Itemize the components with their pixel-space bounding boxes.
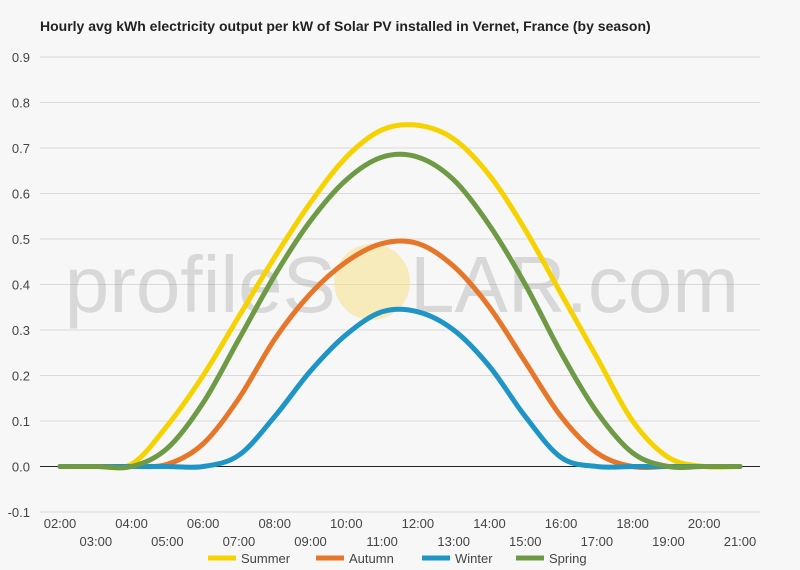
x-tick-label: 19:00 [652,534,685,549]
watermark-text-left: profileS [65,240,336,329]
x-tick-label: 12:00 [402,516,435,531]
legend-label-spring: Spring [549,551,587,566]
y-tick-label: 0.8 [12,96,30,111]
series-lines [57,122,743,471]
legend-label-summer: Summer [241,551,291,566]
x-tick-label: 05:00 [151,534,184,549]
y-tick-label: 0.5 [12,232,30,247]
x-tick-label: 02:00 [44,516,77,531]
y-axis-ticks: -0.1 0.0 0.1 0.2 0.3 0.4 0.5 0.6 0.7 0.8 0.9 [8,50,30,520]
x-tick-label: 09:00 [294,534,327,549]
x-tick-label: 08:00 [258,516,291,531]
x-tick-label: 21:00 [724,534,757,549]
y-tick-label: 0.2 [12,369,30,384]
x-tick-label: 03:00 [80,534,113,549]
y-tick-label: 0.4 [12,278,30,293]
legend-label-winter: Winter [455,551,493,566]
legend-label-autumn: Autumn [349,551,394,566]
gridlines [40,56,760,513]
series-line-summer [57,122,743,471]
x-tick-label: 14:00 [473,516,506,531]
x-tick-label: 06:00 [187,516,220,531]
series-line-spring [57,151,743,471]
x-tick-label: 04:00 [115,516,148,531]
x-tick-label: 18:00 [616,516,649,531]
x-axis-ticks: 02:0003:0004:0005:0006:0007:0008:0009:00… [44,516,757,549]
y-tick-label: 0.9 [12,50,30,65]
y-tick-label: 0.3 [12,323,30,338]
x-tick-label: 17:00 [581,534,614,549]
y-tick-label: 0.1 [12,414,30,429]
x-tick-label: 16:00 [545,516,578,531]
x-tick-label: 20:00 [688,516,721,531]
x-tick-label: 10:00 [330,516,363,531]
watermark-logo: profileS LAR.com [65,240,739,329]
watermark-sun [334,244,410,320]
y-tick-label: 0.0 [12,460,30,475]
y-tick-label: 0.6 [12,187,30,202]
legend: Summer Autumn Winter Spring [208,551,587,566]
series-line-winter [57,306,743,470]
x-tick-label: 15:00 [509,534,542,549]
x-tick-label: 11:00 [366,534,398,549]
x-tick-label: 13:00 [437,534,470,549]
x-tick-label: 07:00 [223,534,256,549]
chart-title: Hourly avg kWh electricity output per kW… [40,18,651,34]
y-tick-label: 0.7 [12,141,30,156]
y-tick-label: -0.1 [8,505,30,520]
